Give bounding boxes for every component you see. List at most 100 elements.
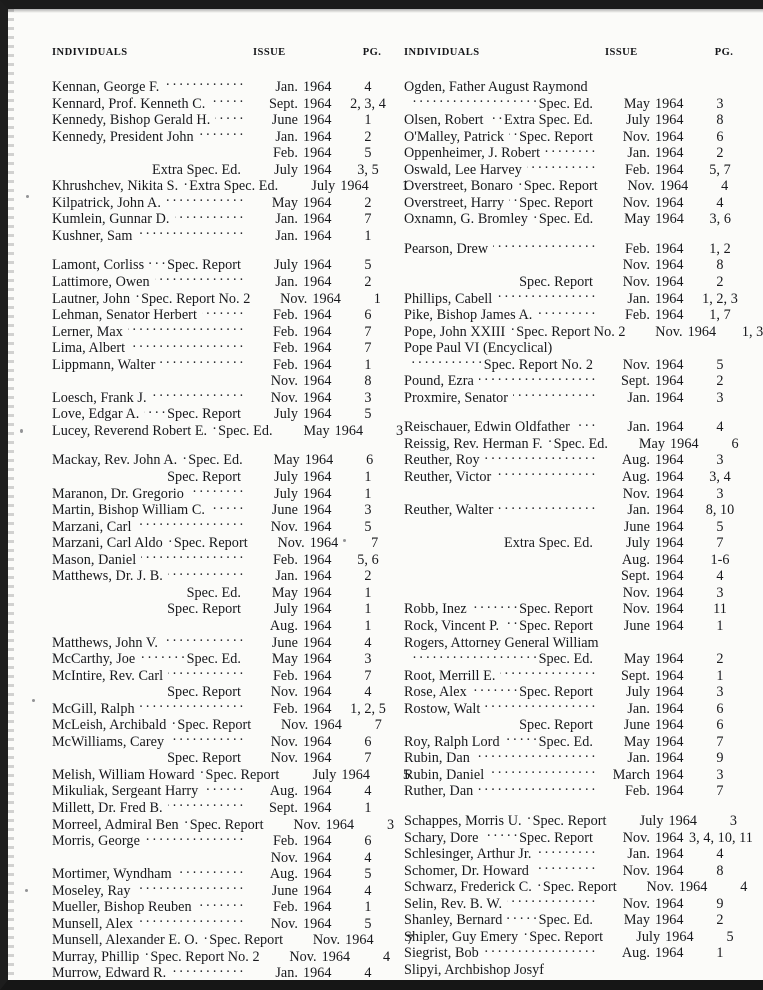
entry-issue: Feb. 1964 bbox=[597, 241, 689, 258]
entry-name-wrapped: Pope Paul VI (Encyclical) bbox=[404, 340, 553, 357]
entry-page-numbers: 2 bbox=[716, 373, 724, 390]
index-entry-row: Spec. Report July 1964 1 bbox=[52, 601, 399, 618]
entry-issue-year: 1964 bbox=[655, 389, 684, 406]
entry-page-numbers: 3 bbox=[716, 584, 724, 601]
entry-issue-month: Aug. bbox=[621, 452, 650, 469]
entry-page-numbers: 3 bbox=[364, 651, 372, 668]
entry-name: Khrushchev, Nikita S. bbox=[52, 178, 179, 195]
entry-page-numbers: 4 bbox=[364, 849, 372, 866]
entry-issue: Jan. 1964 bbox=[597, 502, 689, 519]
entry-page-numbers: 6 bbox=[364, 307, 372, 324]
entry-page-numbers: 5 bbox=[364, 145, 372, 162]
dot-leader bbox=[140, 701, 243, 713]
entry-issue-year: 1964 bbox=[303, 584, 332, 601]
entry-issue: Jan. 1964 bbox=[245, 274, 337, 291]
entry-page-numbers: 1, 7 bbox=[709, 307, 731, 324]
scan-speckle bbox=[343, 539, 346, 542]
entry-issue-year: 1964 bbox=[303, 485, 332, 502]
entry-issue-month: May bbox=[623, 912, 650, 929]
entry-page-numbers: 1 bbox=[716, 617, 724, 634]
entry-issue-year: 1964 bbox=[303, 750, 332, 767]
entry-issue-month: Nov. bbox=[622, 257, 650, 274]
entry-issue-year: 1964 bbox=[655, 356, 684, 373]
dot-leader bbox=[210, 502, 243, 514]
entry-issue-month: Nov. bbox=[622, 895, 650, 912]
entry-page-numbers: 5 bbox=[716, 518, 724, 535]
dot-leader bbox=[152, 390, 243, 402]
entry-issue-month: Jan. bbox=[275, 79, 298, 95]
entry-page-numbers: 11 bbox=[713, 601, 727, 618]
entry-qualifier: Spec. Report bbox=[529, 928, 604, 945]
entry-issue: March 1964 bbox=[597, 767, 689, 784]
index-entry-row: Martin, Bishop William C. June 1964 3 bbox=[52, 502, 399, 519]
entry-issue-year: 1964 bbox=[655, 667, 684, 684]
entry-issue: May 1964 bbox=[612, 436, 704, 453]
entry-issue: Feb. 1964 bbox=[597, 783, 689, 800]
entry-issue-year: 1964 bbox=[655, 717, 684, 734]
index-entry-row: Rock, Vincent P. Spec. Report June 1964 1 bbox=[404, 618, 751, 635]
entry-issue: Aug. 1964 bbox=[597, 469, 689, 486]
entry-issue-year: 1964 bbox=[313, 717, 342, 734]
entry-issue-year: 1964 bbox=[303, 340, 332, 357]
index-entry-row: McWilliams, Carey Nov. 1964 6 bbox=[52, 734, 399, 751]
entry-name: Marzani, Carl bbox=[52, 518, 132, 535]
entry-issue-month: Nov. bbox=[293, 816, 321, 833]
entry-issue-year: 1964 bbox=[655, 95, 684, 112]
dot-leader bbox=[548, 436, 552, 448]
entry-issue: July 1964 bbox=[245, 162, 337, 179]
entry-page-numbers: 6 bbox=[364, 833, 372, 850]
entry-page-numbers: 7 bbox=[716, 733, 724, 750]
entry-name: Kumlein, Gunnar D. bbox=[52, 211, 170, 228]
entry-issue-year: 1964 bbox=[303, 899, 332, 916]
index-entry-row: Rubin, Daniel March 1964 3 bbox=[404, 767, 751, 784]
entry-qualifier: Spec. Report bbox=[519, 829, 593, 846]
dot-leader bbox=[534, 863, 595, 875]
entry-page-numbers: 8 bbox=[716, 112, 724, 129]
header-issue: ISSUE bbox=[253, 47, 286, 58]
entry-name: Kennan, George F. bbox=[52, 79, 160, 95]
entry-qualifier: Spec. Ed. bbox=[538, 912, 593, 929]
entry-issue: Nov. 1964 bbox=[597, 601, 689, 618]
entry-issue: Jan. 1964 bbox=[597, 750, 689, 767]
entry-issue: Nov. 1964 bbox=[597, 585, 689, 602]
entry-issue-year: 1964 bbox=[303, 882, 332, 899]
entry-page-numbers: 1 bbox=[364, 617, 372, 634]
index-entry-row: Mortimer, Wyndham Aug. 1964 5 bbox=[52, 866, 399, 883]
entry-name-wrapped: Slipyi, Archbishop Josyf bbox=[404, 961, 544, 978]
entry-issue-year: 1964 bbox=[655, 290, 684, 307]
entry-issue-year: 1964 bbox=[303, 568, 332, 585]
entry-name: Oppenheimer, J. Robert bbox=[404, 145, 541, 162]
dot-leader bbox=[475, 750, 595, 762]
column-header-left: INDIVIDUALS ISSUE PG. bbox=[52, 47, 399, 58]
entry-issue-month: Jan. bbox=[275, 128, 298, 145]
entry-name: Melish, William Howard bbox=[52, 766, 195, 783]
entry-issue: Feb. 1964 bbox=[245, 552, 337, 569]
entry-page-numbers: 7 bbox=[364, 211, 372, 228]
entry-issue-year: 1964 bbox=[345, 932, 374, 949]
entry-page-numbers: 2 bbox=[364, 274, 372, 291]
index-entry-row: Olsen, Robert Extra Spec. Ed. July 1964 8 bbox=[404, 112, 751, 129]
entry-page-numbers: 1 bbox=[364, 799, 372, 816]
entry-page-numbers: 4 bbox=[740, 879, 748, 896]
entry-issue: Feb. 1964 bbox=[597, 307, 689, 324]
dot-leader bbox=[504, 618, 517, 630]
entry-issue-month: June bbox=[623, 518, 650, 535]
index-entry-row: Mikuliak, Sergeant Harry Aug. 1964 4 bbox=[52, 783, 399, 800]
index-entry-row: Schlesinger, Arthur Jr. Jan. 1964 4 bbox=[404, 846, 751, 863]
index-entry-row: Schomer, Dr. Howard Nov. 1964 8 bbox=[404, 863, 751, 880]
index-entry-row: Nov. 1964 8 bbox=[404, 257, 751, 274]
entry-name: Matthews, John V. bbox=[52, 634, 158, 651]
entry-name: Moseley, Ray bbox=[52, 882, 131, 899]
entry-name: Oxnamn, G. Bromley bbox=[404, 211, 528, 228]
entry-name-wrapped: Rogers, Attorney General William bbox=[404, 634, 599, 651]
entry-qualifier: Spec. Ed. bbox=[538, 733, 593, 750]
entry-issue-month: Sept. bbox=[620, 568, 650, 585]
entry-name: Munsell, Alexander E. O. bbox=[52, 932, 199, 949]
entry-issue-year: 1964 bbox=[678, 879, 708, 896]
index-entry-row: Matthews, John V. June 1964 4 bbox=[52, 635, 399, 652]
dot-leader bbox=[536, 846, 595, 858]
entry-issue-month: Nov. bbox=[622, 862, 650, 879]
entry-page-numbers: 3 bbox=[716, 95, 724, 112]
dot-leader bbox=[175, 211, 243, 223]
entry-issue-month: July bbox=[639, 812, 664, 829]
